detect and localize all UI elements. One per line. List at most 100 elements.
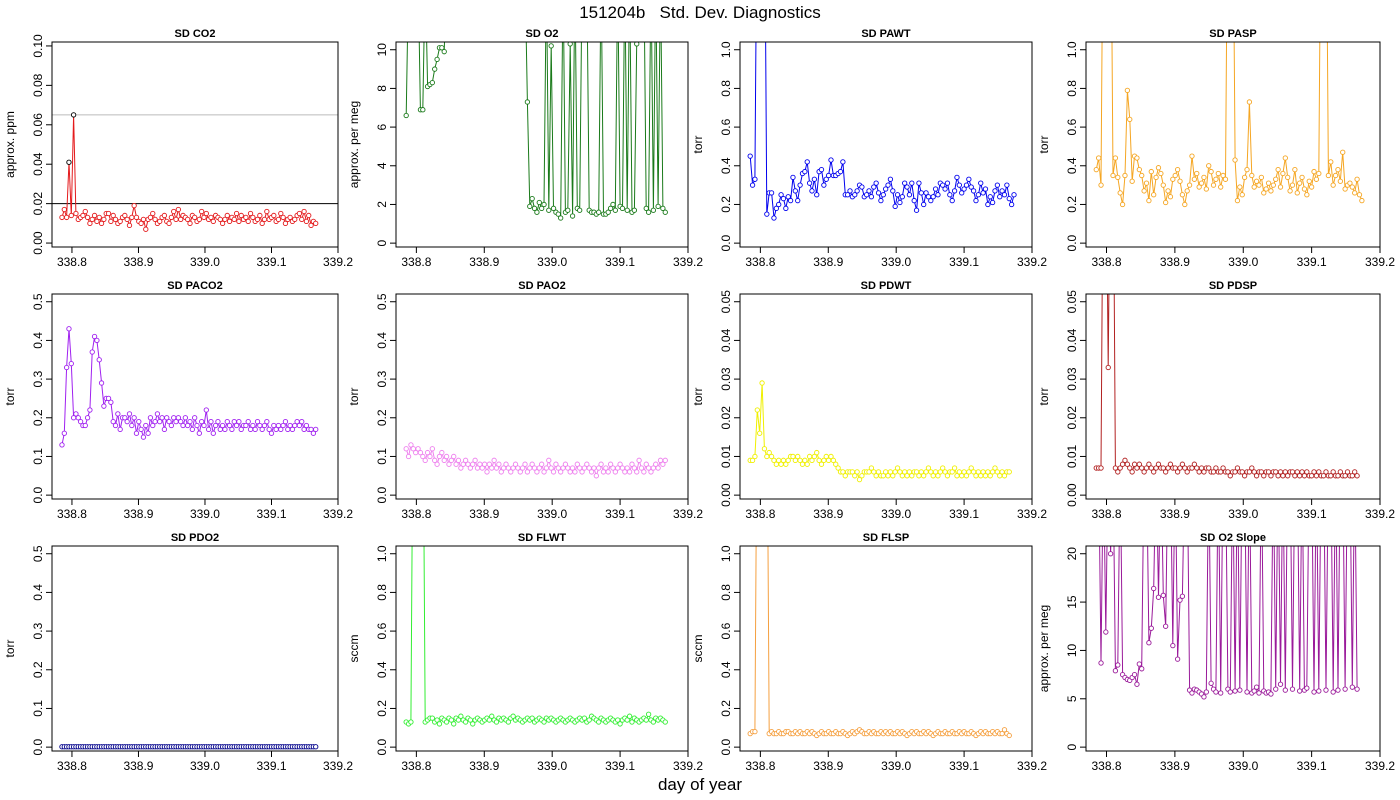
data-point <box>403 112 409 119</box>
data-point <box>631 465 638 471</box>
data-point <box>415 446 421 452</box>
data-point <box>1006 196 1012 202</box>
data-point <box>546 207 552 213</box>
y-tick-label: 0.06 <box>31 113 45 137</box>
data-point <box>1174 656 1181 662</box>
x-tick-label: 339.1 <box>949 507 979 521</box>
data-point <box>299 216 305 223</box>
data-point <box>833 461 839 467</box>
data-point <box>439 45 445 51</box>
data-point <box>1222 176 1229 182</box>
data-point <box>662 719 668 725</box>
data-point <box>124 216 130 223</box>
data-point <box>80 212 86 219</box>
data-point <box>868 465 875 471</box>
data-point <box>636 457 642 463</box>
x-tick-label: 338.8 <box>745 255 775 269</box>
data-point <box>961 186 967 192</box>
data-point <box>308 222 314 228</box>
data-point <box>643 717 649 723</box>
y-tick-label: 0.2 <box>375 700 389 717</box>
data-point <box>894 465 901 471</box>
data-point <box>1098 182 1104 188</box>
y-axis: 0.00 0.01 0.02 0.03 0.04 0.05 <box>719 290 740 507</box>
y-tick-label: 20 <box>1065 547 1079 561</box>
data-point <box>795 197 801 204</box>
data-point <box>434 717 440 723</box>
data-point <box>764 211 770 217</box>
x-tick-label: 339.2 <box>673 759 703 773</box>
plot-frame <box>1085 545 1381 752</box>
data-point <box>422 457 428 463</box>
y-axis-label: approx. per meg <box>347 101 361 188</box>
data-point <box>1160 182 1166 188</box>
data-point <box>1182 201 1188 208</box>
data-point <box>1261 473 1267 479</box>
data-point <box>529 461 535 467</box>
data-point <box>1253 178 1260 184</box>
x-tick-label: 338.8 <box>745 507 775 521</box>
x-tick-label: 339.1 <box>949 759 979 773</box>
data-point <box>439 449 445 456</box>
data-point <box>802 457 808 463</box>
panel-title: SD PAO2 <box>518 280 565 292</box>
data-point <box>1127 116 1133 123</box>
y-tick-label: 0.01 <box>719 444 733 468</box>
x-tick-label: 339.0 <box>881 759 911 773</box>
x-tick-label: 338.8 <box>401 507 431 521</box>
data-point <box>1165 188 1171 194</box>
data-point <box>1258 174 1265 181</box>
data-point <box>199 418 205 425</box>
data-point <box>420 453 426 460</box>
data-point <box>1359 197 1365 204</box>
y-tick-label: 0.2 <box>375 409 389 426</box>
data-point <box>1337 469 1343 475</box>
data-point <box>1170 176 1176 182</box>
data-point <box>140 216 147 223</box>
x-axis: 338.8 338.9 339.0 339.1 339.2 <box>745 247 1047 269</box>
data-point <box>278 210 284 217</box>
x-axis: 338.8 338.9 339.0 339.1 339.2 <box>1091 751 1395 773</box>
data-point <box>783 461 789 467</box>
data-point <box>768 190 775 196</box>
x-tick-label: 339.2 <box>1017 507 1047 521</box>
data-point <box>785 194 791 200</box>
y-tick-label: 1.0 <box>719 41 733 58</box>
data-point <box>1146 197 1152 204</box>
data-point <box>434 461 440 467</box>
data-point <box>766 449 772 456</box>
data-point <box>451 453 457 460</box>
x-tick-label: 338.8 <box>57 759 87 773</box>
data-point <box>1344 469 1351 475</box>
y-tick-label: 0.2 <box>1065 196 1079 213</box>
data-point <box>558 469 564 475</box>
x-tick-label: 338.9 <box>123 507 153 521</box>
data-point <box>1163 623 1169 629</box>
data-point <box>930 194 936 200</box>
panel-12: SD O2 Slope approx. per meg 338.8 338.9 339.… <box>1037 532 1395 773</box>
data-point <box>875 190 882 196</box>
data-point <box>117 426 123 433</box>
data-point <box>517 469 523 475</box>
y-tick-label: 0.8 <box>719 584 733 601</box>
data-point <box>1004 182 1010 188</box>
data-point <box>451 721 457 727</box>
data-point <box>289 426 296 433</box>
data-point <box>292 216 298 223</box>
data-point <box>110 418 116 425</box>
data-point <box>868 194 875 200</box>
data-point <box>1337 178 1343 184</box>
y-axis-label: sccm <box>691 635 705 663</box>
data-point <box>546 457 552 463</box>
data-point <box>264 208 270 215</box>
x-tick-label: 339.1 <box>605 255 635 269</box>
y-axis: 0.0 0.1 0.2 0.3 0.4 0.5 <box>375 293 396 503</box>
data-point <box>189 426 195 433</box>
data-point <box>224 212 230 219</box>
data-point <box>1117 465 1123 471</box>
data-point <box>1304 685 1310 691</box>
data-point <box>1112 668 1119 674</box>
data-point <box>1143 180 1150 186</box>
data-point <box>1206 465 1212 471</box>
